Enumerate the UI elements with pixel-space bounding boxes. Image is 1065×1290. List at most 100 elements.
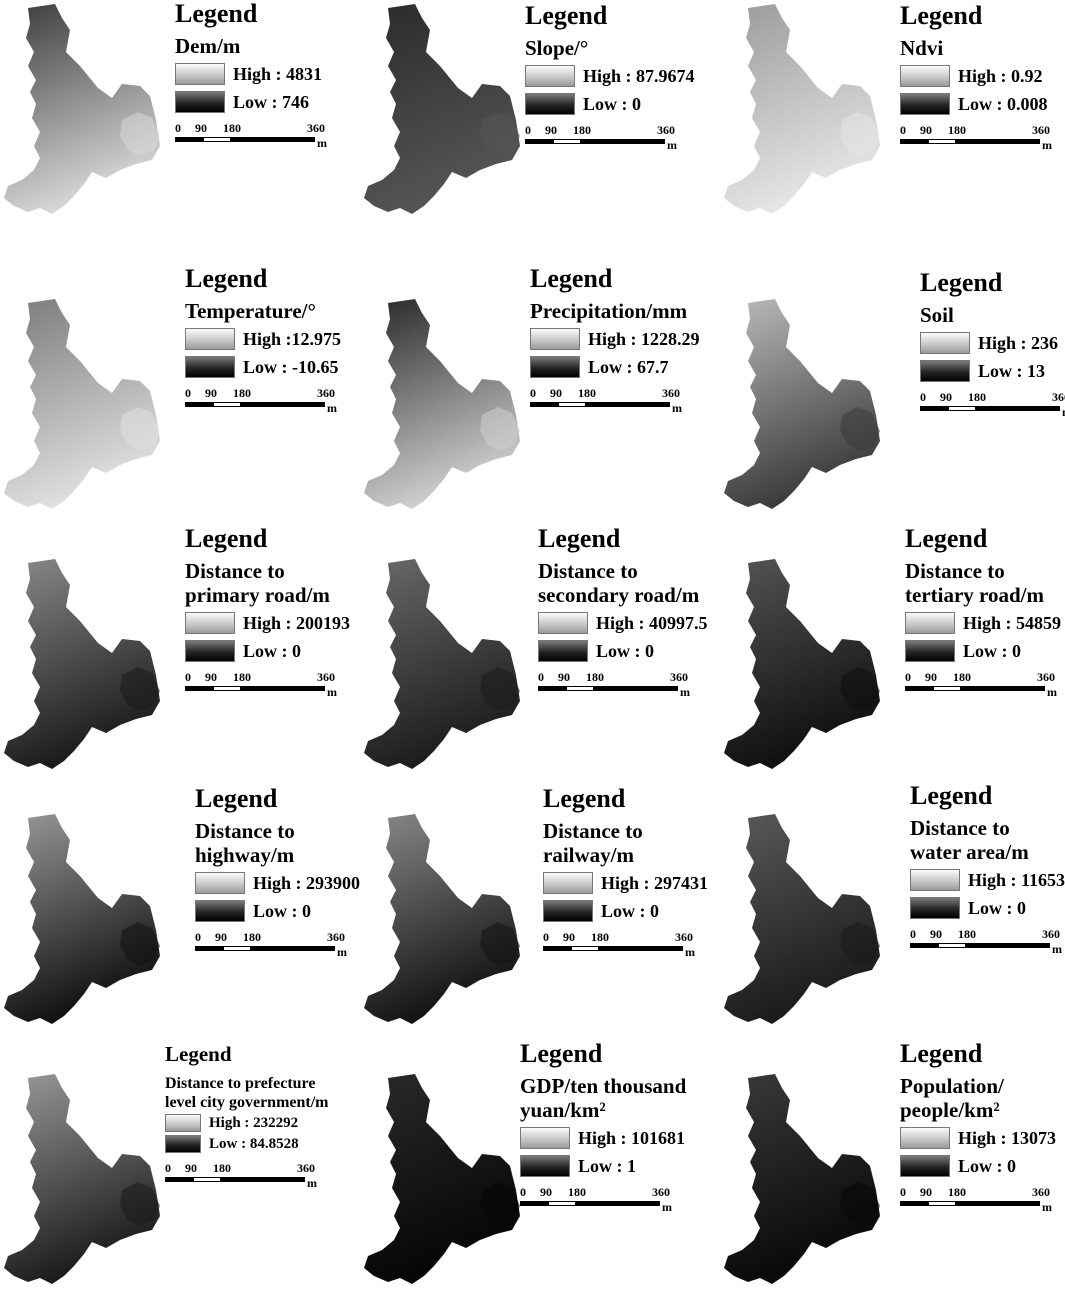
scale-segment [203,137,231,142]
scale-segment [948,406,976,411]
legend-title: Legend [920,268,1003,297]
scale-segment [910,943,938,948]
legend-swatch-low [530,356,580,378]
scale-segment [553,139,581,144]
map-panel-5: Legend Precipitation/mm High : 1228.29 Low … [360,255,715,509]
study-area-region [364,814,520,1024]
legend-value-low: Low : -10.65 [243,356,339,377]
legend-value-low: Low : 13 [978,360,1045,381]
map-panel-10: Legend Distance to highway/m High : 293900 L… [0,770,360,1024]
map-panel-12: Legend Distance to water area/m High : 1165… [720,770,1065,1024]
legend-value-low: Low : 0 [243,640,301,661]
scale-tick-label: 90 [540,1185,552,1199]
scale-tick-label: 180 [233,670,251,684]
scale-tick-label: 180 [948,123,966,137]
study-area-region [4,1074,160,1284]
study-area-east-part [480,922,520,966]
raster-map [4,1074,160,1284]
legend-layer-line: Soil [920,303,954,327]
scale-segment [920,406,948,411]
scale-unit: m [662,1200,672,1214]
scale-segment [231,137,315,142]
legend-layer-name: Distance to railway/m [543,819,708,867]
scale-tick-label: 90 [920,123,932,137]
legend-layer-name: Distance to water area/m [910,816,1065,864]
scale-tick-label: 360 [307,121,325,135]
legend-layer-line: people/km² [900,1098,1000,1122]
scale-tick-label: 90 [558,670,570,684]
map-legend: Legend Precipitation/mm High : 1228.29 Low … [530,265,700,415]
scale-segment [185,686,213,691]
legend-swatch-low [905,640,955,662]
legend-value-low: Low : 1 [578,1155,636,1176]
map-panel-2: Legend Slope/° High : 87.9674 Low : 0 0 90 180… [360,0,715,250]
legend-row-low: Low : 746 [175,90,325,114]
legend-swatch-low [165,1135,201,1153]
scale-tick-label: 0 [195,930,201,944]
map-panel-7: Legend Distance to primary road/m High : 20… [0,515,355,769]
legend-row-low: Low : 0 [910,896,1065,920]
scale-tick-label: 360 [297,1161,315,1175]
scale-segment [956,139,1040,144]
raster-map [724,814,880,1024]
legend-title: Legend [910,781,993,810]
study-area-east-part [840,112,880,156]
scale-tick-label: 90 [920,1185,932,1199]
scale-tick-label: 0 [185,386,191,400]
scale-segment [566,686,594,691]
legend-row-high: High : 297431 [543,871,708,895]
map-legend: Legend Distance to tertiary road/m High : 5… [905,524,1061,699]
legend-layer-line: Distance to [195,819,295,843]
legend-title: Legend [543,784,626,813]
map-panel-4: Legend Temperature/° High :12.975 Low : -10… [0,255,355,509]
legend-value-low: Low : 0.008 [958,93,1048,114]
study-area-east-part [120,1182,160,1226]
scale-segment [900,1201,928,1206]
scale-tick-label: 0 [905,670,911,684]
legend-swatch-low [175,91,225,113]
legend-value-high: High : 13073 [958,1127,1057,1148]
map-panel-11: Legend Distance to railway/m High : 297431 L… [360,770,715,1024]
legend-layer-name: Soil [920,303,1065,327]
legend-title: Legend [905,524,988,553]
study-area-region [4,4,160,214]
raster-map [724,299,880,509]
scale-segment [928,1201,956,1206]
scale-tick-label: 90 [205,386,217,400]
scale-unit: m [307,1176,317,1190]
study-area-region [724,299,880,509]
legend-title: Legend [175,0,258,28]
legend-swatch-low [525,93,575,115]
scale-tick-label: 360 [1037,670,1055,684]
study-area-region [724,814,880,1024]
legend-value-low: Low : 0 [601,900,659,921]
legend-swatch-high [185,328,235,350]
legend-layer-name: Ndvi [900,36,1050,60]
scale-tick-label: 360 [1052,390,1065,404]
legend-layer-line: Distance to [910,816,1010,840]
legend-row-high: High :12.975 [185,327,341,351]
scale-tick-label: 90 [545,123,557,137]
legend-value-low: Low : 84.8528 [209,1135,299,1152]
scale-tick-label: 180 [213,1161,231,1175]
scale-tick-label: 360 [317,386,335,400]
scale-tick-label: 180 [223,121,241,135]
legend-layer-name: Dem/m [175,34,325,58]
legend-row-high: High : 101681 [520,1126,686,1150]
legend-value-high: High : 1228.29 [588,328,700,349]
legend-layer-line: Distance to [905,559,1005,583]
legend-value-low: Low : 0 [596,640,654,661]
legend-layer-name: Distance to primary road/m [185,559,350,607]
scale-tick-label: 360 [1032,1185,1050,1199]
raster-map [364,4,520,214]
legend-swatch-high [905,612,955,634]
scale-tick-label: 90 [930,927,942,941]
map-panel-3: Legend Ndvi High : 0.92 Low : 0.008 0 90 180 36… [720,0,1065,250]
scale-unit: m [1062,405,1065,420]
legend-layer-line: level city government/m [165,1094,329,1111]
